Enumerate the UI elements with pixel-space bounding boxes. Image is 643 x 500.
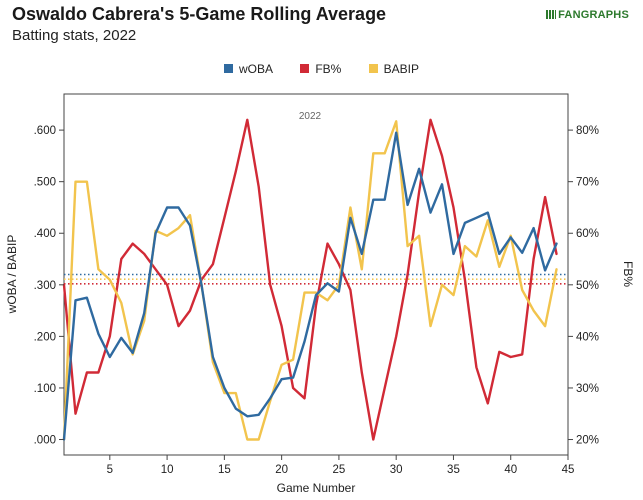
x-tick-label-40: 40 — [504, 464, 517, 476]
x-tick-label-30: 30 — [390, 464, 403, 476]
y-left-tick-label-5: .500 — [34, 177, 56, 189]
y-right-tick-label-0: 20% — [576, 435, 599, 447]
chart-subtitle: Batting stats, 2022 — [12, 27, 137, 44]
y-left-tick-label-4: .400 — [34, 228, 56, 240]
y-right-tick-label-3: 50% — [576, 280, 599, 292]
y-right-tick-label-5: 70% — [576, 177, 599, 189]
y-left-tick-label-6: .600 — [34, 125, 56, 137]
y-left-tick-label-3: .300 — [34, 280, 56, 292]
legend-label-fb: FB% — [315, 62, 342, 76]
x-tick-label-45: 45 — [562, 464, 575, 476]
legend-item-woba: wOBA — [223, 62, 273, 76]
y-axis-left-label: wOBA / BABIP — [5, 235, 19, 315]
y-axis-left-ticks: .000 .100 .200 .300 .400 .500 .600 — [34, 125, 64, 447]
chart-title: Oswaldo Cabrera's 5-Game Rolling Average — [12, 4, 387, 24]
x-tick-label-35: 35 — [447, 464, 460, 476]
y-right-tick-label-6: 80% — [576, 125, 599, 137]
x-axis-label: Game Number — [277, 481, 356, 495]
reference-lines — [64, 273, 568, 285]
x-tick-label-15: 15 — [218, 464, 231, 476]
fangraphs-logo: FANGRAPHS — [546, 9, 629, 21]
y-right-tick-label-2: 40% — [576, 331, 599, 343]
fangraphs-logo-text: FANGRAPHS — [558, 9, 629, 21]
series-lines — [62, 118, 558, 441]
legend-item-babip: BABIP — [368, 62, 420, 76]
x-axis-ticks: 5 10 15 20 25 30 35 40 45 — [107, 455, 575, 476]
y-left-tick-label-1: .100 — [34, 383, 56, 395]
legend-label-woba: wOBA — [238, 62, 273, 76]
y-left-tick-label-2: .200 — [34, 331, 56, 343]
y-right-tick-label-1: 30% — [576, 383, 599, 395]
series-line-babip — [62, 120, 558, 441]
legend-swatch-fb — [300, 64, 310, 73]
y-axis-right-label: FB% — [621, 261, 635, 287]
legend-swatch-babip — [368, 64, 378, 73]
x-tick-label-20: 20 — [275, 464, 288, 476]
series-line-fb — [62, 118, 558, 441]
x-tick-label-25: 25 — [333, 464, 346, 476]
y-right-tick-label-4: 60% — [576, 228, 599, 240]
legend-item-fb: FB% — [300, 62, 341, 76]
series-line-woba — [62, 131, 558, 441]
y-axis-right-ticks: 20% 30% 40% 50% 60% 70% 80% — [568, 125, 599, 447]
legend-label-babip: BABIP — [383, 62, 420, 76]
y-left-tick-label-0: .000 — [34, 435, 56, 447]
year-annotation: 2022 — [299, 111, 322, 122]
chart-legend: wOBA FB% BABIP — [0, 62, 643, 76]
fangraphs-logo-icon — [546, 10, 557, 19]
legend-swatch-woba — [223, 64, 233, 73]
x-tick-label-10: 10 — [161, 464, 174, 476]
x-tick-label-5: 5 — [107, 464, 113, 476]
